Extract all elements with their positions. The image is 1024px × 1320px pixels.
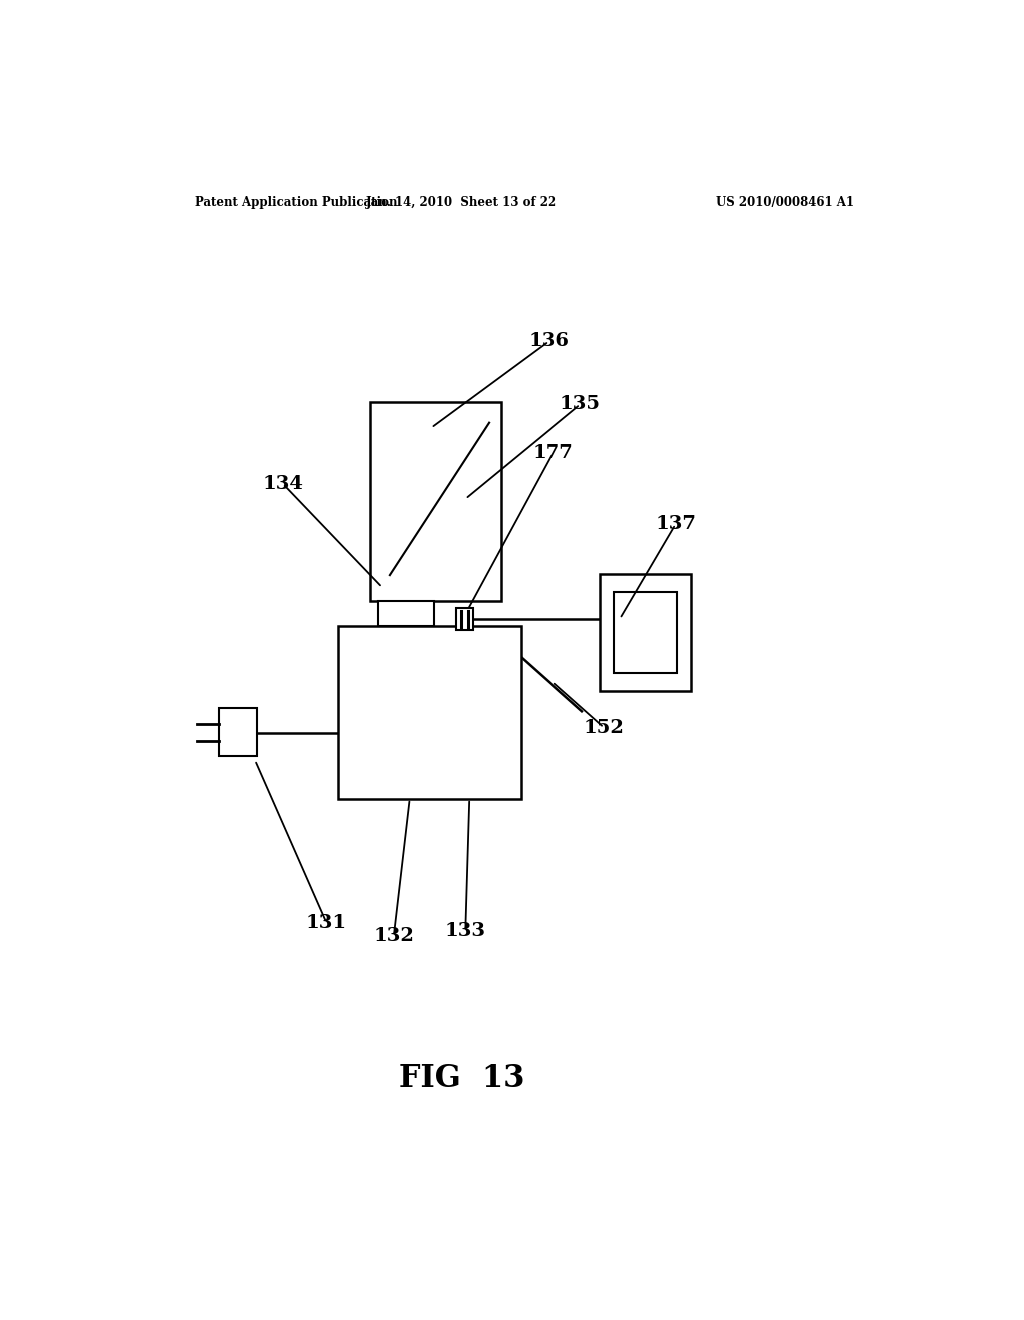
Bar bbox=[378, 601, 433, 626]
Bar bbox=[600, 574, 691, 690]
Text: 134: 134 bbox=[262, 475, 303, 492]
Bar bbox=[456, 607, 473, 630]
Text: 152: 152 bbox=[584, 718, 625, 737]
Text: 177: 177 bbox=[532, 444, 573, 462]
Text: Jan. 14, 2010  Sheet 13 of 22: Jan. 14, 2010 Sheet 13 of 22 bbox=[366, 195, 557, 209]
Bar bbox=[219, 709, 257, 756]
Text: Patent Application Publication: Patent Application Publication bbox=[196, 195, 398, 209]
Text: 133: 133 bbox=[444, 921, 485, 940]
Bar bbox=[338, 626, 521, 799]
Text: US 2010/0008461 A1: US 2010/0008461 A1 bbox=[716, 195, 854, 209]
Text: 135: 135 bbox=[560, 396, 601, 413]
Bar bbox=[614, 593, 677, 673]
Text: 136: 136 bbox=[528, 333, 569, 350]
Text: 132: 132 bbox=[374, 927, 415, 945]
Bar bbox=[370, 403, 501, 601]
Text: 131: 131 bbox=[306, 913, 347, 932]
Text: FIG  13: FIG 13 bbox=[398, 1063, 524, 1094]
Text: 137: 137 bbox=[655, 515, 696, 533]
